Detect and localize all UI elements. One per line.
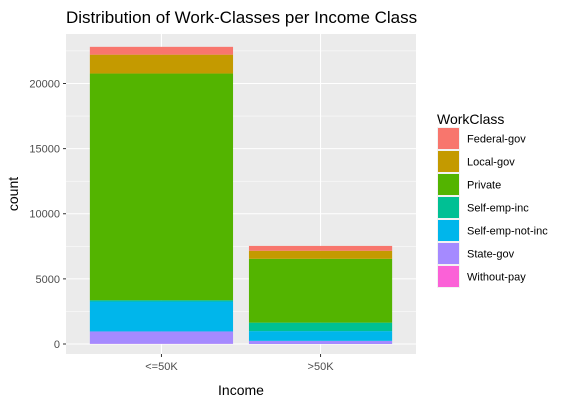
legend-swatch (438, 220, 459, 241)
legend-label: State-gov (467, 249, 515, 261)
y-tick-label: 10000 (29, 209, 60, 221)
bar-segment (248, 322, 393, 332)
bar-segment (89, 54, 234, 74)
bar-segment (89, 331, 234, 344)
bar-segment (89, 300, 234, 302)
bar-segment (248, 258, 393, 323)
legend-swatch (438, 174, 459, 195)
legend-label: Self-emp-not-inc (467, 226, 548, 238)
x-axis-title: Income (218, 382, 264, 398)
y-tick-label: 0 (54, 339, 60, 351)
legend-swatch (438, 128, 459, 149)
x-axis: <=50K >50K (145, 354, 334, 373)
legend-swatch (438, 151, 459, 172)
bar-segment (89, 301, 234, 332)
legend-label: Federal-gov (467, 134, 526, 146)
y-tick-label: 20000 (29, 78, 60, 90)
legend-label: Local-gov (467, 157, 515, 169)
y-tick-label: 15000 (29, 144, 60, 156)
bar-segment (248, 245, 393, 251)
bar-segment (89, 46, 234, 55)
bar-segment (248, 340, 393, 344)
legend-swatch (438, 197, 459, 218)
legend-swatch (438, 243, 459, 264)
y-axis-title: count (5, 177, 21, 211)
y-tick-label: 5000 (36, 274, 60, 286)
legend: WorkClass Federal-gov Local-gov Private Sel… (437, 111, 548, 288)
chart-title: Distribution of Work-Classes per Income … (66, 8, 417, 27)
legend-title: WorkClass (437, 111, 504, 127)
legend-swatch (438, 266, 459, 287)
bar-segment (248, 250, 393, 259)
y-axis: 0 5000 10000 15000 20000 (29, 78, 66, 351)
legend-label: Without-pay (467, 272, 526, 284)
x-tick-label: <=50K (145, 361, 178, 373)
bars (89, 46, 393, 344)
x-tick-label: >50K (308, 361, 335, 373)
legend-label: Private (467, 180, 501, 192)
bar-segment (248, 331, 393, 341)
legend-label: Self-emp-inc (467, 203, 529, 215)
bar-segment (89, 73, 234, 301)
